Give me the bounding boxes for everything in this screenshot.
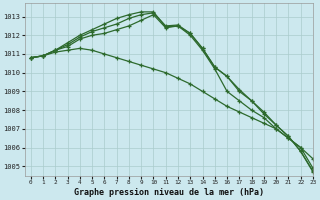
- X-axis label: Graphe pression niveau de la mer (hPa): Graphe pression niveau de la mer (hPa): [74, 188, 264, 197]
